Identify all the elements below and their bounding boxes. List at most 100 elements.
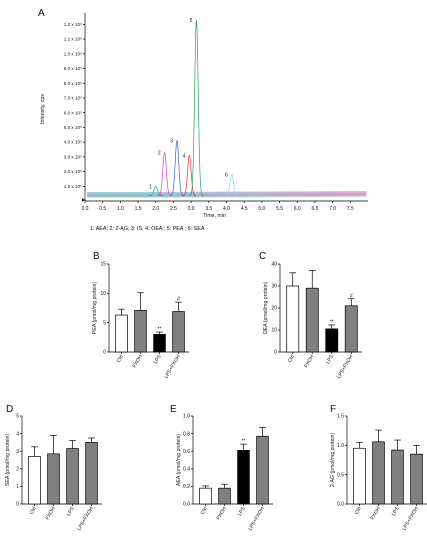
x-tick-label: Ctrl [287, 354, 296, 364]
panel-letter-a: A [38, 8, 45, 19]
y-tick-label: 9.0 x 10⁵ [64, 66, 82, 71]
y-tick-label: 0.8 [183, 431, 190, 437]
bar [66, 448, 79, 505]
y-tick-label: 1 [16, 484, 19, 490]
y-tick-label: 5 [103, 320, 106, 326]
y-tick-label: 1.0 x 10⁶ [64, 51, 82, 56]
x-tick-label: 6.0 [294, 206, 301, 212]
significance-marker: ** [330, 319, 334, 325]
x-tick-label: FXOH [303, 354, 315, 369]
bar-chart-b: B 0 5 10 15 PEA (pmol/mg protein) Ctrl FXOH ** LP… [92, 251, 189, 380]
y-tick-label: 1.0 [183, 414, 190, 420]
x-tick-label: 7.0 [329, 206, 336, 212]
y-tick-label: 2.0 x 10⁵ [64, 169, 82, 174]
y-tick-label: 10 [100, 291, 106, 297]
y-tick-label: 8.0 x 10⁵ [64, 81, 82, 86]
x-tick-label: 5.5 [276, 206, 283, 212]
x-tick-label: LPS+FXOH [247, 506, 266, 532]
peak-caption: 1: AEA; 2: 2-AG; 3: IS; 4: OEA ; 5: PEA … [90, 226, 205, 232]
peak-label: 1 [149, 184, 152, 190]
peak-label: 3 [170, 139, 173, 145]
significance-marker: ** [158, 327, 162, 333]
y-tick-label: 1.1 x 10⁶ [64, 37, 82, 42]
x-tick-label: LPS [325, 353, 335, 365]
bar [218, 487, 231, 505]
peak-label: 6 [225, 173, 228, 179]
y-axis-title: OEA (pmol/mg protein) [263, 281, 269, 334]
x-tick-label: LPS+FXOH [163, 354, 182, 380]
y-tick-label: 0 [16, 502, 19, 508]
significance-marker: # [350, 293, 353, 299]
y-tick-label: 0.4 [183, 467, 190, 473]
bar [237, 449, 250, 505]
x-tick-label: Ctrl [29, 506, 38, 516]
y-axis-title: PEA (pmol/mg protein) [92, 282, 98, 334]
bar [372, 441, 385, 505]
y-tick-label: 7.0 x 10⁵ [64, 96, 82, 101]
x-axis-title: Time, min [203, 213, 226, 219]
x-tick-label: LPS [237, 505, 247, 517]
chromatogram-peak-4 [182, 154, 197, 197]
significance-marker: ** [242, 439, 246, 445]
bar [344, 305, 358, 353]
trace-baseline [86, 196, 367, 198]
x-tick-label: 4.0 [223, 206, 230, 212]
bar-chart-f: F 0.0 0.5 1.0 1.5 2-AG (pmol/mg protein) Ctrl F… [330, 404, 427, 532]
x-tick-label: Ctrl [200, 506, 209, 516]
x-tick-label: FXOH [45, 506, 57, 521]
x-tick-label: 4.5 [241, 206, 248, 212]
x-tick-label: LPS [153, 353, 163, 365]
y-tick-label: 1.5 [337, 414, 344, 420]
y-tick-label: 30 [271, 284, 277, 290]
y-tick-label: 0.0 [337, 502, 344, 508]
x-tick-label: 3.5 [205, 206, 212, 212]
y-axis-title: SEA (pmol/mg protein) [5, 434, 11, 486]
x-tick-label: 6.5 [311, 206, 318, 212]
y-tick-label: 4.0 x 10⁵ [64, 140, 82, 145]
x-tick-label: 5.0 [258, 206, 265, 212]
y-tick-label: 1.0 [337, 443, 344, 449]
x-tick-label: 0.5 [99, 206, 106, 212]
y-axis-title: 2-AG (pmol/mg protein) [330, 433, 336, 487]
y-tick-label: 3.0 x 10⁵ [64, 154, 82, 159]
x-tick-label: LPS+FXOH [401, 506, 420, 532]
chromatogram-peak-3 [169, 139, 185, 197]
x-tick-label: LPS+FXOH [76, 506, 95, 532]
y-tick-label: 0 [274, 350, 277, 356]
bar [47, 453, 60, 505]
peak-label: 2 [158, 150, 161, 156]
y-tick-label: 4 [16, 431, 19, 437]
x-tick-label: 7.5 [347, 206, 354, 212]
x-tick-label: 2.5 [170, 206, 177, 212]
x-tick-label: Ctrl [116, 354, 125, 364]
bar [305, 287, 319, 353]
bar [115, 314, 128, 353]
y-tick-label: 6.0 x 10⁵ [64, 110, 82, 115]
trace-baseline [86, 192, 367, 194]
y-axis-title: AEA (pmol/mg protein) [176, 434, 182, 486]
x-tick-label: FXOH [132, 354, 144, 369]
y-tick-label: 5.0 x 10⁵ [64, 125, 82, 130]
bar [199, 487, 212, 505]
bar [172, 311, 185, 353]
bar [391, 449, 404, 505]
panel-letter-f: F [330, 404, 336, 415]
bar [28, 456, 41, 505]
bar-chart-e: E 0.0 0.2 0.4 0.6 0.8 1.0 AEA (pmol/mg protein)… [170, 404, 273, 532]
y-tick-label: 5 [16, 414, 19, 420]
bar [410, 453, 423, 505]
axis-arrow-icon [82, 198, 85, 202]
panel-letter-e: E [170, 404, 177, 415]
bar-chart-d: D 0 1 2 3 4 5 SEA (pmol/mg protein) Ctrl FXOH LPS L… [5, 404, 102, 532]
y-tick-label: 0.0 [183, 502, 190, 508]
bar [325, 328, 339, 353]
panel-letter-b: B [93, 251, 100, 262]
x-tick-label: Ctrl [354, 506, 363, 516]
chromatogram-peak-2 [157, 151, 172, 197]
trace-baseline [86, 193, 367, 195]
y-tick-label: 15 [100, 262, 106, 268]
peak-label: 4 [183, 153, 186, 159]
bar [134, 309, 147, 353]
y-tick-label: 0.6 [183, 449, 190, 455]
bar [256, 435, 269, 505]
